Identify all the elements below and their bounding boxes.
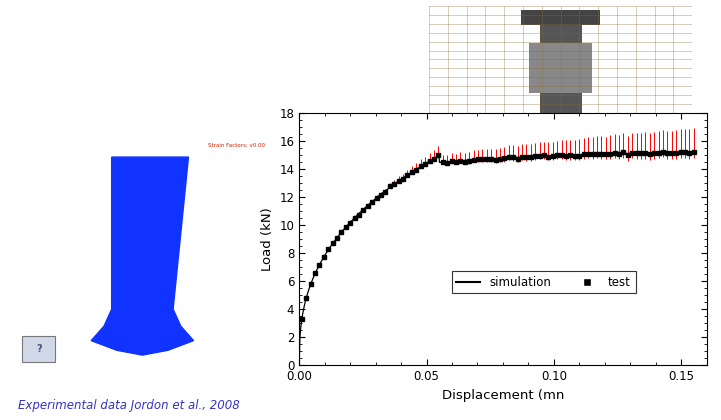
Polygon shape: [91, 157, 193, 355]
Bar: [529, 44, 592, 93]
X-axis label: Displacement (mn: Displacement (mn: [442, 389, 564, 402]
Y-axis label: Load (kN): Load (kN): [261, 207, 274, 271]
Bar: [521, 10, 600, 25]
Legend: simulation, test: simulation, test: [451, 271, 636, 294]
FancyBboxPatch shape: [22, 336, 56, 362]
Text: FEA on Bridgman specimens with notch
radius of 0.1 inches: FEA on Bridgman specimens with notch rad…: [43, 48, 372, 78]
Text: Experimental data Jordon et al., 2008: Experimental data Jordon et al., 2008: [18, 399, 240, 412]
Text: Strain Factors: v0.00: Strain Factors: v0.00: [208, 143, 265, 147]
Bar: [539, 13, 582, 118]
Text: ?: ?: [36, 344, 42, 354]
